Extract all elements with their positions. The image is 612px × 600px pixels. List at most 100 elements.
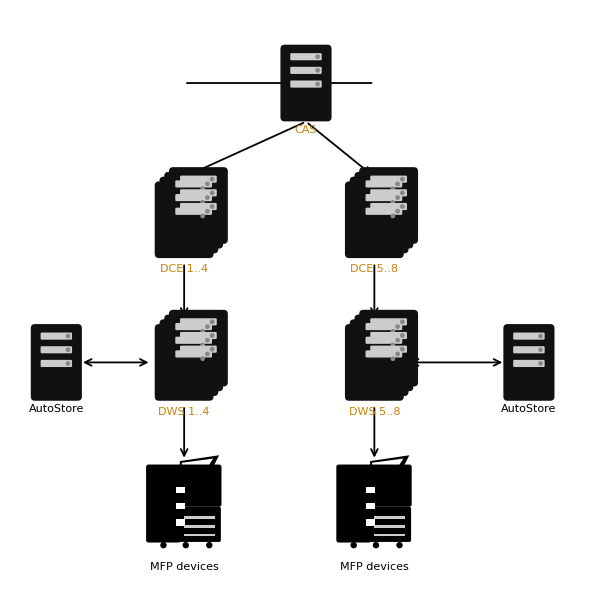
Polygon shape xyxy=(370,455,409,467)
FancyBboxPatch shape xyxy=(178,507,221,542)
FancyBboxPatch shape xyxy=(356,332,393,340)
FancyBboxPatch shape xyxy=(175,337,212,344)
FancyBboxPatch shape xyxy=(370,346,407,353)
Circle shape xyxy=(539,362,542,365)
Circle shape xyxy=(391,187,395,190)
Circle shape xyxy=(316,55,319,58)
Text: DWS 1..4: DWS 1..4 xyxy=(159,407,210,417)
Circle shape xyxy=(391,200,395,204)
Circle shape xyxy=(196,334,200,338)
FancyBboxPatch shape xyxy=(40,346,72,353)
Text: AutoStore: AutoStore xyxy=(29,404,84,414)
Bar xyxy=(366,487,375,493)
FancyBboxPatch shape xyxy=(166,203,203,211)
FancyBboxPatch shape xyxy=(370,203,407,210)
FancyBboxPatch shape xyxy=(337,464,371,542)
Circle shape xyxy=(201,329,204,333)
Text: MFP devices: MFP devices xyxy=(150,562,218,572)
Bar xyxy=(184,525,215,528)
FancyBboxPatch shape xyxy=(290,80,322,88)
Circle shape xyxy=(539,334,542,338)
FancyBboxPatch shape xyxy=(360,212,397,220)
Circle shape xyxy=(396,209,399,213)
Circle shape xyxy=(206,182,209,185)
Text: DCE 1..4: DCE 1..4 xyxy=(160,265,208,274)
FancyBboxPatch shape xyxy=(177,464,222,507)
Text: DWS 5..8: DWS 5..8 xyxy=(349,407,400,417)
Circle shape xyxy=(386,219,390,223)
Circle shape xyxy=(396,352,399,356)
Circle shape xyxy=(401,320,404,323)
FancyBboxPatch shape xyxy=(513,360,545,367)
FancyBboxPatch shape xyxy=(503,324,554,401)
Circle shape xyxy=(196,348,200,352)
FancyBboxPatch shape xyxy=(513,346,545,353)
FancyBboxPatch shape xyxy=(354,314,413,391)
FancyBboxPatch shape xyxy=(290,67,322,74)
Circle shape xyxy=(391,357,395,361)
Text: AutoStore: AutoStore xyxy=(501,404,556,414)
Circle shape xyxy=(206,196,209,199)
Polygon shape xyxy=(182,458,213,464)
FancyBboxPatch shape xyxy=(31,324,82,401)
Circle shape xyxy=(66,334,70,338)
FancyBboxPatch shape xyxy=(160,176,218,253)
FancyBboxPatch shape xyxy=(280,44,332,121)
Text: CAS: CAS xyxy=(295,125,317,134)
Circle shape xyxy=(396,196,399,199)
FancyBboxPatch shape xyxy=(360,199,397,206)
Circle shape xyxy=(351,542,356,548)
FancyBboxPatch shape xyxy=(180,332,217,339)
Circle shape xyxy=(66,348,70,352)
FancyBboxPatch shape xyxy=(370,332,407,339)
Circle shape xyxy=(396,338,399,342)
Bar xyxy=(176,519,185,526)
FancyBboxPatch shape xyxy=(155,324,214,401)
Circle shape xyxy=(206,325,209,328)
Circle shape xyxy=(211,334,214,337)
FancyBboxPatch shape xyxy=(360,185,397,192)
FancyBboxPatch shape xyxy=(180,189,217,196)
FancyBboxPatch shape xyxy=(175,194,212,201)
FancyBboxPatch shape xyxy=(365,350,402,358)
Circle shape xyxy=(161,542,166,548)
FancyBboxPatch shape xyxy=(146,464,181,542)
FancyBboxPatch shape xyxy=(356,203,393,211)
FancyBboxPatch shape xyxy=(155,181,214,258)
Circle shape xyxy=(401,178,404,181)
Circle shape xyxy=(196,219,200,223)
FancyBboxPatch shape xyxy=(180,203,217,210)
Circle shape xyxy=(386,348,390,352)
FancyBboxPatch shape xyxy=(175,350,212,358)
FancyBboxPatch shape xyxy=(349,319,409,396)
Bar xyxy=(176,503,185,509)
Circle shape xyxy=(386,192,390,195)
FancyBboxPatch shape xyxy=(356,346,393,353)
Circle shape xyxy=(66,362,70,365)
FancyBboxPatch shape xyxy=(180,176,217,183)
FancyBboxPatch shape xyxy=(171,185,207,192)
FancyBboxPatch shape xyxy=(359,167,418,244)
Circle shape xyxy=(201,357,204,361)
Circle shape xyxy=(196,192,200,195)
Circle shape xyxy=(391,343,395,347)
Bar xyxy=(366,519,375,526)
FancyBboxPatch shape xyxy=(359,310,418,386)
Circle shape xyxy=(539,348,542,352)
Circle shape xyxy=(401,347,404,351)
FancyBboxPatch shape xyxy=(365,323,402,330)
FancyBboxPatch shape xyxy=(368,464,412,507)
Polygon shape xyxy=(372,458,403,464)
FancyBboxPatch shape xyxy=(370,189,407,196)
FancyBboxPatch shape xyxy=(290,53,322,60)
Bar xyxy=(366,503,375,509)
Circle shape xyxy=(206,209,209,213)
Circle shape xyxy=(396,182,399,185)
Circle shape xyxy=(386,334,390,338)
FancyBboxPatch shape xyxy=(180,346,217,353)
Circle shape xyxy=(196,205,200,209)
Circle shape xyxy=(201,187,204,190)
Circle shape xyxy=(211,320,214,323)
FancyBboxPatch shape xyxy=(160,319,218,396)
FancyBboxPatch shape xyxy=(171,212,207,220)
